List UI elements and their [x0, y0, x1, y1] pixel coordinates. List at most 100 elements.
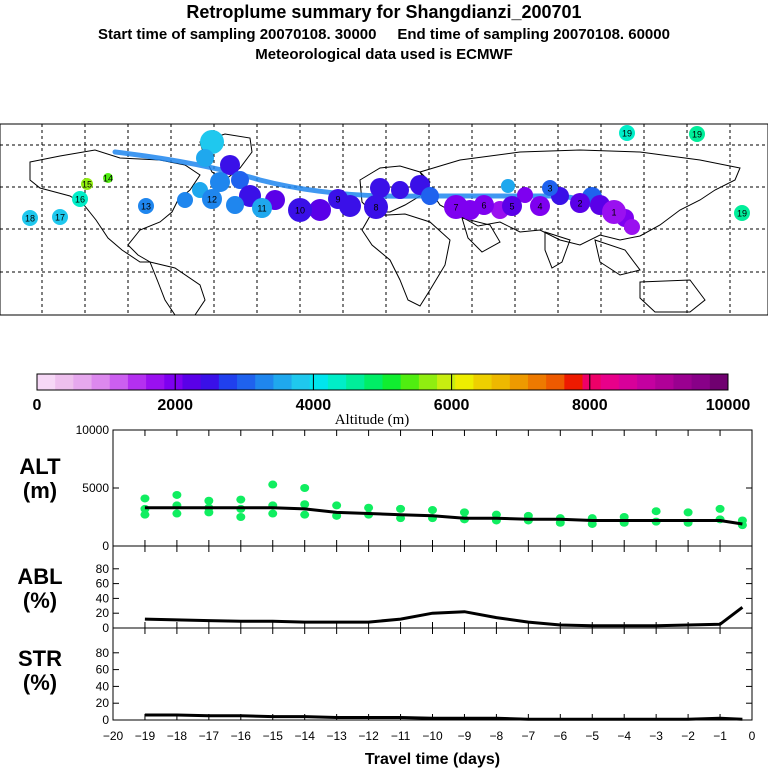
panel-frame — [112, 429, 753, 547]
series-line — [144, 606, 744, 628]
colorbar-label: Altitude (m) — [335, 412, 410, 428]
altitude-point — [140, 494, 150, 503]
trajectory-marker-label: 4 — [537, 202, 542, 212]
x-tick-label: −16 — [231, 729, 252, 743]
x-tick-label: −14 — [295, 729, 316, 743]
altitude-point — [172, 509, 182, 518]
panel-ylabel: (%) — [23, 588, 57, 613]
asia-outline — [419, 149, 741, 246]
colorbar-cell — [455, 374, 474, 390]
colorbar-cell — [91, 374, 111, 390]
x-tick-label: −2 — [681, 729, 695, 743]
colorbar-tick-label: 8000 — [572, 397, 608, 414]
colorbar-cell — [109, 374, 129, 390]
trajectory-markers: 19 19 19 18 17 16 15 14 13 12 11 10 9 8 7 6 5 43 2 1 — [22, 125, 750, 235]
trajectory-marker-label: 9 — [335, 195, 340, 205]
altitude-point — [300, 500, 310, 509]
colorbar-cell — [564, 374, 584, 390]
colorbar-cell — [309, 374, 329, 390]
colorbar-cell — [418, 374, 438, 390]
plume-dot — [421, 187, 439, 205]
y-tick-label: 40 — [96, 591, 110, 605]
series-line — [144, 506, 743, 526]
colorbar-cell — [55, 374, 74, 390]
panel-ylabel: ABL — [17, 564, 62, 589]
australia-outline — [639, 279, 706, 313]
colorbar-cell — [382, 374, 402, 390]
trajectory-marker — [444, 195, 468, 219]
y-tick-label: 20 — [96, 606, 110, 620]
trajectory-marker — [138, 198, 154, 214]
y-tick-label: 20 — [96, 696, 110, 710]
y-tick-label: 0 — [102, 621, 109, 635]
india-outline — [544, 231, 571, 269]
colorbar-cell — [509, 374, 529, 390]
x-tick-label: −9 — [458, 729, 472, 743]
x-tick-label: −8 — [490, 729, 504, 743]
trajectory-marker — [619, 125, 635, 141]
plume-dot — [501, 179, 515, 193]
x-tick-label: −12 — [358, 729, 379, 743]
plume-dot — [200, 130, 224, 154]
arabia-outline — [461, 217, 501, 253]
x-tick-label: −4 — [617, 729, 631, 743]
trajectory-marker — [602, 200, 626, 224]
plume-dot — [226, 196, 244, 214]
y-tick-label: 0 — [102, 539, 109, 553]
trajectory-marker — [288, 198, 312, 222]
panel-alt: ALT(m) 10000 5000 0 — [19, 423, 753, 553]
trajectory-marker-label: 3 — [547, 184, 552, 194]
altitude-point — [204, 508, 214, 517]
colorbar-cell — [273, 374, 293, 390]
panel-ylabel: (m) — [23, 478, 57, 503]
altitude-point — [396, 504, 406, 513]
colorbar-tick-labels: 0 2000 4000 6000 8000 10000 — [33, 374, 750, 414]
colorbar-cell — [346, 374, 365, 390]
colorbar-cell — [655, 374, 674, 390]
colorbar-cell — [491, 374, 511, 390]
x-tick-label: 0 — [749, 729, 756, 743]
colorbar-cell — [291, 374, 311, 390]
trajectory-marker-label: 14 — [103, 174, 113, 184]
altitude-point — [332, 501, 342, 510]
trajectory-marker-label: 15 — [82, 180, 92, 190]
colorbar-cell — [327, 374, 347, 390]
trajectory-marker — [202, 189, 222, 209]
colorbar-cell — [473, 374, 493, 390]
colorbar-frame — [36, 373, 729, 391]
colorbar-tick-label: 2000 — [157, 397, 193, 414]
altitude-point — [651, 507, 661, 516]
colorbar-cell — [255, 374, 274, 390]
x-tick-label: −19 — [135, 729, 156, 743]
altitude-point — [715, 504, 725, 513]
africa-outline — [361, 213, 451, 307]
x-tick-label: −17 — [199, 729, 220, 743]
trajectory-marker — [689, 126, 705, 142]
trajectory-marker — [530, 196, 550, 216]
colorbar-cell — [600, 374, 620, 390]
altitude-point — [683, 508, 693, 517]
altitude-point — [204, 496, 214, 505]
x-tick-label: −5 — [585, 729, 599, 743]
colorbar-cell — [527, 374, 547, 390]
colorbar-tick-label: 6000 — [434, 397, 470, 414]
plume-dot — [196, 149, 214, 167]
altitude-point — [236, 513, 246, 521]
colorbar-cell — [218, 374, 238, 390]
altitude-colorbar: 0 2000 4000 6000 8000 10000 Altitude (m) — [33, 373, 750, 428]
plume-dot — [309, 199, 331, 221]
trajectory-marker-label: 1 — [611, 208, 616, 218]
altitude-point — [428, 506, 437, 515]
trajectory-marker — [72, 191, 88, 207]
x-tick-label: −11 — [391, 729, 411, 743]
y-tick-label: 0 — [102, 713, 109, 727]
colorbar-cell — [237, 374, 256, 390]
x-tick-label: −3 — [649, 729, 663, 743]
trajectory-marker-label: 17 — [55, 213, 65, 223]
trajectory-marker-label: 16 — [75, 195, 85, 205]
trajectory-marker — [734, 205, 750, 221]
map-gridlines — [0, 124, 768, 315]
